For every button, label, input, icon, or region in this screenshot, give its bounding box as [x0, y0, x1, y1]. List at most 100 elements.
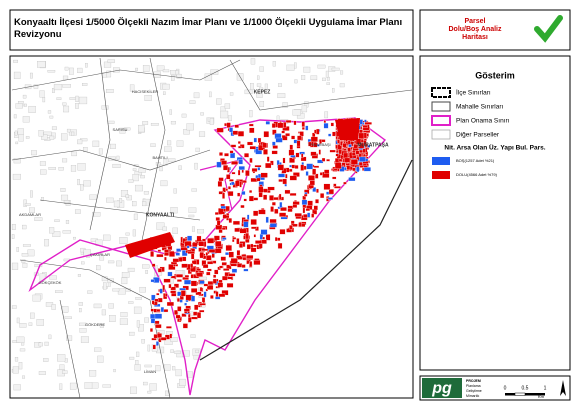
- empty-parcel: [230, 181, 235, 186]
- full-parcel: [315, 199, 319, 204]
- empty-parcel: [265, 121, 271, 125]
- parcel: [155, 265, 158, 271]
- empty-parcel: [289, 164, 292, 168]
- full-parcel: [291, 135, 296, 140]
- full-parcel: [292, 201, 300, 205]
- full-parcel: [207, 261, 214, 265]
- parcel: [77, 179, 80, 186]
- parcel: [83, 147, 88, 153]
- parcel: [186, 371, 193, 378]
- district-boundary: [139, 57, 166, 251]
- legend-title: Gösterim: [475, 70, 515, 80]
- district-boundary: [19, 259, 171, 399]
- full-parcel: [222, 164, 229, 171]
- parcel: [73, 236, 76, 240]
- parcel: [63, 105, 70, 113]
- full-parcel: [236, 255, 243, 260]
- parcel: [75, 95, 79, 103]
- parcel: [49, 135, 55, 140]
- full-parcel: [157, 249, 162, 252]
- full-parcel: [150, 308, 154, 312]
- full-parcel: [245, 238, 250, 243]
- full-parcel: [313, 142, 318, 148]
- parcel: [133, 213, 138, 220]
- parcel: [191, 188, 197, 192]
- full-parcel: [187, 251, 195, 254]
- parcel: [56, 97, 62, 100]
- parcel: [22, 94, 27, 99]
- parcel: [182, 350, 190, 357]
- parcel: [14, 357, 19, 362]
- full-parcel: [206, 271, 211, 276]
- full-parcel: [244, 152, 250, 158]
- full-parcel: [278, 193, 282, 200]
- parcel: [101, 309, 106, 316]
- parcel: [13, 59, 19, 63]
- full-parcel: [203, 283, 209, 287]
- parcel: [163, 91, 166, 95]
- full-parcel: [180, 290, 186, 297]
- parcel: [119, 127, 126, 134]
- parcel: [69, 382, 77, 390]
- empty-parcel: [203, 291, 207, 298]
- full-parcel: [219, 152, 223, 156]
- parcel: [79, 308, 82, 313]
- full-parcel: [346, 165, 351, 170]
- full-parcel: [344, 157, 351, 163]
- parcel: [39, 161, 46, 166]
- empty-parcel: [348, 144, 352, 148]
- full-parcel: [282, 157, 286, 164]
- parcel: [108, 156, 116, 161]
- full-parcel: [249, 127, 255, 134]
- parcel: [170, 121, 176, 125]
- parcel: [107, 120, 115, 124]
- parcel: [77, 163, 86, 171]
- full-parcel: [162, 284, 166, 291]
- parcel: [17, 128, 24, 135]
- parcel: [60, 133, 68, 141]
- parcel: [109, 143, 116, 149]
- parcel: [249, 110, 253, 118]
- full-parcel: [358, 161, 363, 166]
- place-label: SARISU: [113, 127, 128, 132]
- parcel: [83, 249, 91, 257]
- parcel: [259, 101, 265, 108]
- legend-item: BOŞ(1257 Adet %21): [456, 158, 495, 163]
- parcel: [31, 150, 37, 156]
- empty-parcel: [183, 279, 192, 285]
- parcel: [216, 98, 222, 105]
- full-parcel: [177, 306, 182, 312]
- full-parcel: [226, 283, 234, 288]
- parcel: [11, 224, 16, 230]
- full-parcel: [199, 303, 206, 306]
- parcel: [36, 319, 44, 326]
- parcel: [78, 302, 83, 306]
- full-parcel: [184, 274, 190, 278]
- full-parcel: [190, 288, 198, 293]
- full-parcel: [239, 243, 243, 248]
- full-parcel: [163, 278, 171, 283]
- empty-parcel: [225, 252, 230, 256]
- parcel: [150, 123, 159, 126]
- parcel: [175, 369, 182, 377]
- parcel: [34, 264, 43, 268]
- full-parcel: [218, 177, 224, 182]
- full-parcel: [285, 133, 290, 137]
- parcel: [256, 83, 262, 87]
- full-parcel: [232, 220, 240, 225]
- full-parcel: [202, 264, 209, 269]
- parcel: [41, 134, 48, 140]
- parcel: [167, 140, 172, 146]
- full-parcel: [265, 162, 272, 169]
- parcel: [13, 71, 21, 80]
- full-parcel: [222, 192, 226, 199]
- full-parcel: [323, 120, 327, 124]
- full-parcel: [210, 295, 214, 299]
- full-parcel: [125, 232, 175, 258]
- full-parcel: [190, 253, 195, 260]
- parcel: [51, 126, 57, 130]
- empty-parcel: [243, 268, 249, 272]
- empty-parcel: [186, 245, 190, 249]
- full-parcel: [213, 235, 220, 241]
- full-parcel: [255, 240, 263, 244]
